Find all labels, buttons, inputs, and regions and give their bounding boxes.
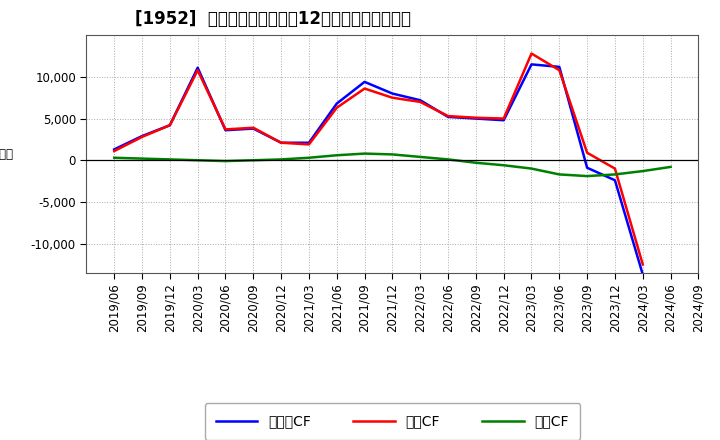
- 営業CF: [388, 95, 397, 100]
- フリーCF: [500, 117, 508, 123]
- 投資CF: [555, 172, 564, 177]
- フリーCF: [388, 91, 397, 96]
- 投資CF: [166, 157, 174, 162]
- フリーCF: [333, 101, 341, 106]
- フリーCF: [582, 165, 591, 170]
- Line: 投資CF: 投資CF: [114, 154, 670, 176]
- フリーCF: [276, 140, 285, 145]
- 営業CF: [444, 114, 452, 119]
- 営業CF: [138, 134, 146, 139]
- フリーCF: [444, 114, 452, 120]
- 投資CF: [388, 152, 397, 157]
- 営業CF: [611, 166, 619, 171]
- フリーCF: [194, 65, 202, 70]
- 投資CF: [639, 169, 647, 174]
- 営業CF: [110, 148, 119, 154]
- フリーCF: [221, 128, 230, 133]
- Y-axis label: （百万円）: （百万円）: [0, 147, 14, 161]
- 営業CF: [472, 115, 480, 121]
- 投資CF: [611, 172, 619, 177]
- 営業CF: [582, 150, 591, 155]
- 営業CF: [221, 127, 230, 132]
- 投資CF: [582, 173, 591, 179]
- フリーCF: [527, 62, 536, 67]
- フリーCF: [472, 116, 480, 121]
- 投資CF: [110, 155, 119, 161]
- Line: 営業CF: 営業CF: [114, 54, 643, 264]
- Text: [1952]  キャッシュフローの12か月移動合計の推移: [1952] キャッシュフローの12か月移動合計の推移: [135, 10, 411, 28]
- 営業CF: [555, 68, 564, 73]
- 投資CF: [527, 166, 536, 171]
- 営業CF: [333, 105, 341, 110]
- 営業CF: [249, 125, 258, 130]
- 営業CF: [500, 116, 508, 121]
- フリーCF: [360, 79, 369, 84]
- 投資CF: [249, 158, 258, 163]
- フリーCF: [249, 126, 258, 131]
- 営業CF: [166, 123, 174, 128]
- 営業CF: [305, 142, 313, 147]
- フリーCF: [611, 178, 619, 183]
- 投資CF: [276, 157, 285, 162]
- 投資CF: [194, 158, 202, 163]
- 投資CF: [444, 157, 452, 162]
- 営業CF: [416, 99, 425, 105]
- 投資CF: [360, 151, 369, 156]
- フリーCF: [416, 98, 425, 103]
- Legend: フリーCF, 営業CF, 投資CF: フリーCF, 営業CF, 投資CF: [204, 403, 580, 440]
- 投資CF: [472, 160, 480, 165]
- フリーCF: [110, 147, 119, 152]
- フリーCF: [305, 140, 313, 145]
- フリーCF: [555, 64, 564, 70]
- 投資CF: [500, 163, 508, 168]
- 投資CF: [416, 154, 425, 160]
- 投資CF: [138, 156, 146, 161]
- フリーCF: [138, 133, 146, 139]
- 投資CF: [333, 153, 341, 158]
- 投資CF: [305, 155, 313, 161]
- 営業CF: [360, 86, 369, 91]
- 営業CF: [276, 140, 285, 145]
- フリーCF: [166, 123, 174, 128]
- 営業CF: [527, 51, 536, 56]
- Line: フリーCF: フリーCF: [114, 64, 643, 275]
- 営業CF: [194, 68, 202, 73]
- 投資CF: [221, 158, 230, 164]
- 営業CF: [639, 262, 647, 267]
- フリーCF: [639, 272, 647, 277]
- 投資CF: [666, 164, 675, 169]
